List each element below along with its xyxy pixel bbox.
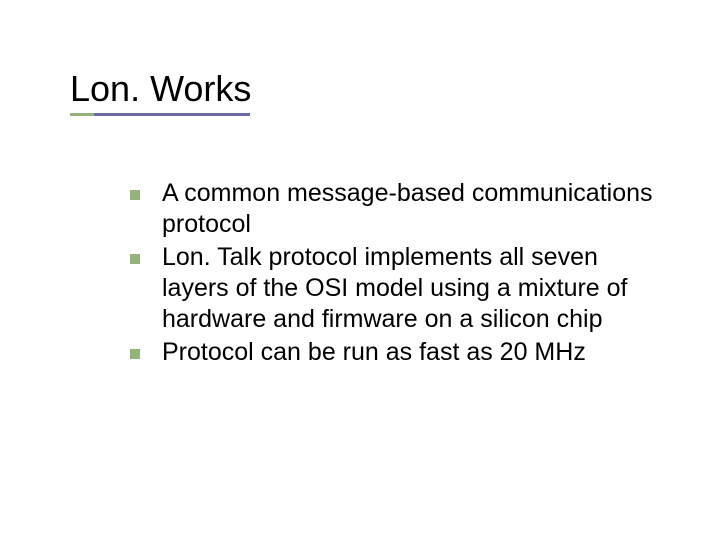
- title-block: Lon. Works: [70, 68, 251, 110]
- slide-body: A common message-based communications pr…: [130, 178, 660, 370]
- underline-main: [94, 113, 250, 116]
- underline-accent: [70, 113, 94, 116]
- bullet-square-icon: [130, 349, 140, 359]
- list-item: Lon. Talk protocol implements all seven …: [130, 242, 660, 335]
- bullet-text: Protocol can be run as fast as 20 MHz: [162, 337, 586, 368]
- bullet-text: A common message-based communications pr…: [162, 178, 660, 240]
- slide-title: Lon. Works: [70, 68, 251, 110]
- bullet-square-icon: [130, 254, 140, 264]
- title-underline: [70, 113, 250, 116]
- bullet-square-icon: [130, 190, 140, 200]
- list-item: A common message-based communications pr…: [130, 178, 660, 240]
- slide: Lon. Works A common message-based commun…: [0, 0, 720, 540]
- bullet-text: Lon. Talk protocol implements all seven …: [162, 242, 660, 335]
- list-item: Protocol can be run as fast as 20 MHz: [130, 337, 660, 368]
